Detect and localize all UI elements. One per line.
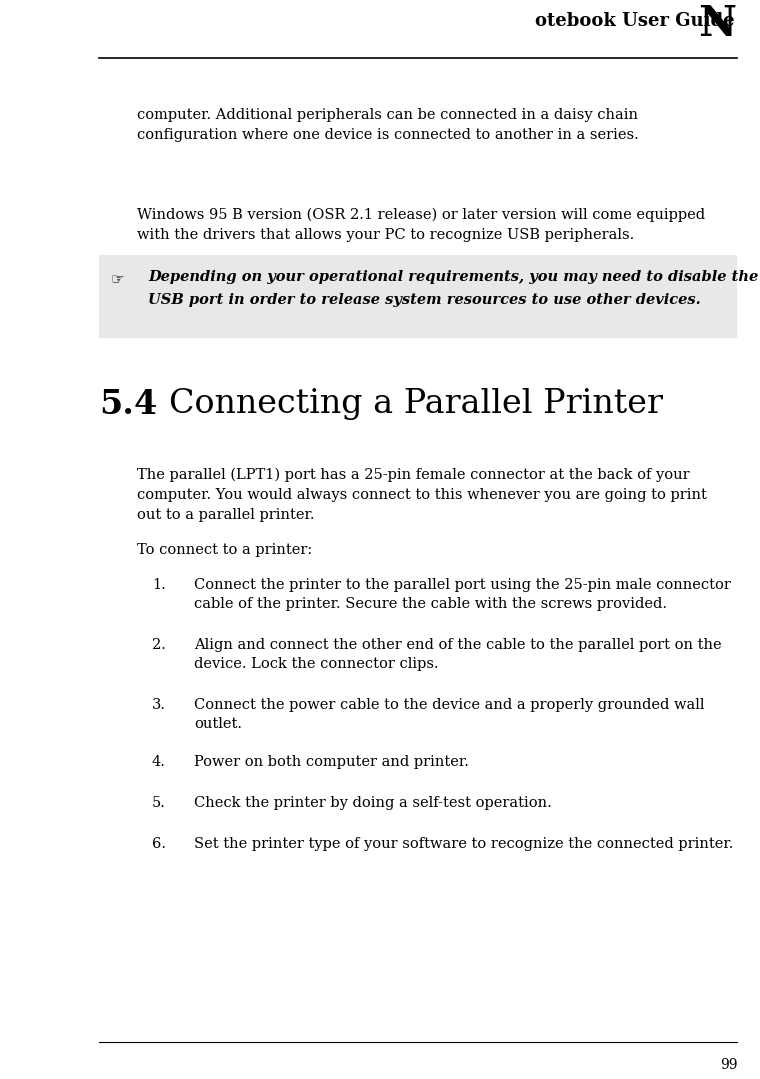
Text: 2.: 2. bbox=[152, 638, 166, 652]
Text: Connecting a Parallel Printer: Connecting a Parallel Printer bbox=[169, 388, 663, 420]
Text: computer. You would always connect to this whenever you are going to print: computer. You would always connect to th… bbox=[137, 488, 707, 502]
Text: 5.4: 5.4 bbox=[99, 388, 157, 421]
Text: 1.: 1. bbox=[152, 578, 166, 592]
Text: Set the printer type of your software to recognize the connected printer.: Set the printer type of your software to… bbox=[194, 837, 733, 851]
Text: Power on both computer and printer.: Power on both computer and printer. bbox=[194, 755, 469, 769]
Text: otebook User Guide: otebook User Guide bbox=[534, 12, 734, 30]
Text: 3.: 3. bbox=[152, 698, 166, 712]
Text: N: N bbox=[698, 3, 736, 45]
Text: 99: 99 bbox=[720, 1058, 737, 1073]
Text: out to a parallel printer.: out to a parallel printer. bbox=[137, 508, 315, 522]
Text: The parallel (LPT1) port has a 25-pin female connector at the back of your: The parallel (LPT1) port has a 25-pin fe… bbox=[137, 468, 689, 482]
Text: cable of the printer. Secure the cable with the screws provided.: cable of the printer. Secure the cable w… bbox=[194, 597, 667, 611]
Text: with the drivers that allows your PC to recognize USB peripherals.: with the drivers that allows your PC to … bbox=[137, 228, 634, 242]
Text: USB port in order to release system resources to use other devices.: USB port in order to release system reso… bbox=[148, 293, 701, 308]
Text: 6.: 6. bbox=[152, 837, 166, 851]
Text: To connect to a printer:: To connect to a printer: bbox=[137, 543, 312, 557]
Text: computer. Additional peripherals can be connected in a daisy chain: computer. Additional peripherals can be … bbox=[137, 108, 638, 122]
FancyBboxPatch shape bbox=[99, 255, 737, 338]
Text: 5.: 5. bbox=[152, 796, 166, 810]
Text: Windows 95 B version (OSR 2.1 release) or later version will come equipped: Windows 95 B version (OSR 2.1 release) o… bbox=[137, 208, 705, 222]
Text: configuration where one device is connected to another in a series.: configuration where one device is connec… bbox=[137, 128, 638, 142]
Text: device. Lock the connector clips.: device. Lock the connector clips. bbox=[194, 657, 439, 671]
Text: Connect the printer to the parallel port using the 25-pin male connector: Connect the printer to the parallel port… bbox=[194, 578, 730, 592]
Text: Depending on your operational requirements, you may need to disable the: Depending on your operational requiremen… bbox=[148, 270, 758, 284]
Text: Connect the power cable to the device and a properly grounded wall: Connect the power cable to the device an… bbox=[194, 698, 705, 712]
Text: Align and connect the other end of the cable to the parallel port on the: Align and connect the other end of the c… bbox=[194, 638, 721, 652]
Text: 4.: 4. bbox=[152, 755, 166, 769]
Text: ☞: ☞ bbox=[110, 272, 124, 287]
Text: Check the printer by doing a self-test operation.: Check the printer by doing a self-test o… bbox=[194, 796, 552, 810]
Text: outlet.: outlet. bbox=[194, 718, 242, 730]
